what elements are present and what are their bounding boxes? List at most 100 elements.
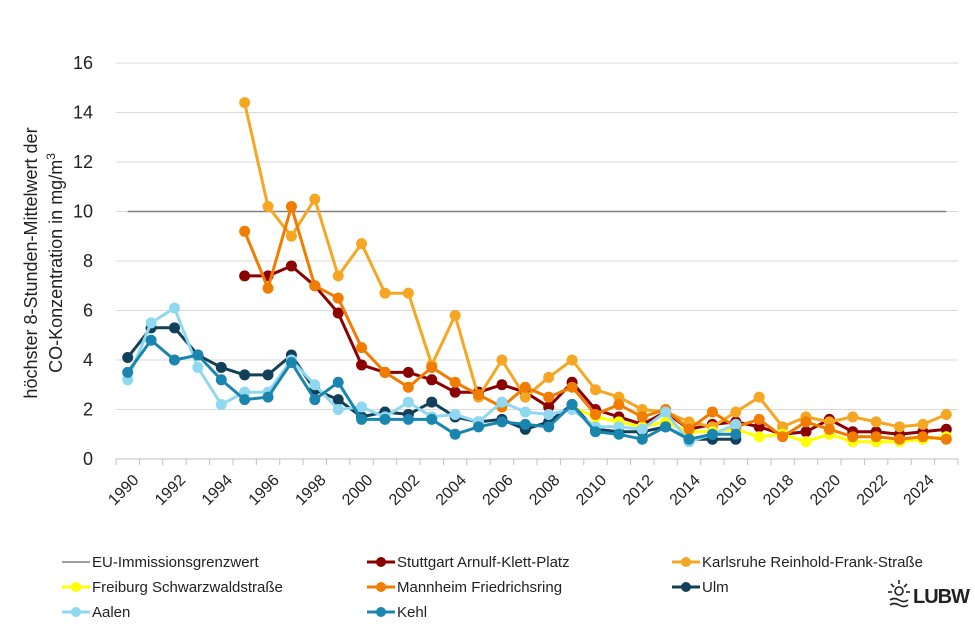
data-point — [613, 399, 625, 411]
data-point — [449, 408, 461, 420]
x-tick-label: 1998 — [292, 472, 329, 509]
legend-marker — [376, 607, 386, 617]
legend-item: Ulm — [672, 579, 729, 596]
data-point — [519, 418, 531, 430]
data-point — [613, 428, 625, 440]
x-tick-label: 2004 — [433, 472, 470, 509]
data-point — [145, 334, 157, 346]
data-point — [473, 389, 485, 401]
y-tick-label: 14 — [73, 103, 93, 123]
data-point — [496, 354, 508, 366]
data-point — [847, 431, 859, 443]
x-tick-label: 1992 — [152, 472, 189, 509]
data-point — [589, 426, 601, 438]
legend-label: Freiburg Schwarzwaldstraße — [92, 579, 283, 596]
lubw-logo: LUBW — [888, 580, 971, 608]
data-point — [496, 396, 508, 408]
y-tick-label: 12 — [73, 152, 93, 172]
legend-label: EU-Immissionsgrenzwert — [92, 554, 260, 571]
data-point — [496, 379, 508, 391]
data-point — [356, 401, 368, 413]
data-point — [777, 431, 789, 443]
data-point — [262, 282, 274, 294]
data-point — [706, 406, 718, 418]
y-tick-label: 16 — [73, 53, 93, 73]
data-point — [402, 413, 414, 425]
data-point — [730, 406, 742, 418]
data-point — [285, 230, 297, 242]
data-point — [730, 418, 742, 430]
x-axis: 1990 1992 1994 1996 1998 2000 2002 2004 2006 2008… — [105, 458, 959, 509]
y-axis-ticks: 0 2 4 6 8 10 12 14 16 — [73, 53, 93, 469]
legend-label: Aalen — [92, 604, 130, 621]
data-point — [449, 309, 461, 321]
x-tick-label: 2022 — [854, 472, 891, 509]
legend-label: Karlsruhe Reinhold-Frank-Straße — [702, 554, 923, 571]
data-point — [379, 366, 391, 378]
data-point — [379, 287, 391, 299]
data-point — [917, 418, 929, 430]
x-tick-label: 2010 — [573, 472, 610, 509]
data-point — [239, 369, 251, 381]
data-point — [285, 356, 297, 368]
data-point — [402, 381, 414, 393]
legend-label: Mannheim Friedrichsring — [397, 579, 562, 596]
data-point — [660, 406, 672, 418]
data-point — [215, 361, 227, 373]
legend-item: Freiburg Schwarzwaldstraße — [62, 579, 283, 596]
data-point — [519, 391, 531, 403]
x-tick-label: 2000 — [339, 472, 376, 509]
x-tick-label: 2012 — [620, 472, 657, 509]
data-point — [589, 408, 601, 420]
data-point — [683, 433, 695, 445]
data-point — [122, 352, 134, 364]
data-point — [402, 366, 414, 378]
data-point — [543, 371, 555, 383]
y-tick-label: 0 — [83, 449, 93, 469]
data-point — [402, 396, 414, 408]
data-point — [940, 408, 952, 420]
data-point — [940, 433, 952, 445]
data-point — [168, 322, 180, 334]
data-point — [753, 391, 765, 403]
data-point — [168, 302, 180, 314]
y-tick-label: 6 — [83, 301, 93, 321]
x-tick-label: 2016 — [713, 472, 750, 509]
data-point — [894, 433, 906, 445]
data-point — [309, 280, 321, 292]
data-point — [239, 225, 251, 237]
y-tick-label: 10 — [73, 202, 93, 222]
data-point — [800, 426, 812, 438]
x-tick-label: 2018 — [760, 472, 797, 509]
legend-label: Stuttgart Arnulf-Klett-Platz — [397, 554, 570, 571]
data-point — [262, 369, 274, 381]
data-point — [753, 413, 765, 425]
data-point — [870, 431, 882, 443]
data-point — [402, 287, 414, 299]
data-point — [239, 394, 251, 406]
data-point — [449, 386, 461, 398]
legend-marker — [71, 607, 81, 617]
legend-marker — [681, 582, 691, 592]
data-point — [122, 366, 134, 378]
data-point — [285, 201, 297, 213]
data-point — [636, 423, 648, 435]
legend-item: Stuttgart Arnulf-Klett-Platz — [367, 554, 570, 571]
data-point — [917, 431, 929, 443]
legend-label: Ulm — [702, 579, 729, 596]
legend-item: Karlsruhe Reinhold-Frank-Straße — [672, 554, 923, 571]
data-point — [847, 411, 859, 423]
data-point — [356, 359, 368, 371]
data-point — [145, 317, 157, 329]
logo-text: LUBW — [913, 586, 970, 608]
data-point — [566, 399, 578, 411]
data-point — [543, 391, 555, 403]
x-tick-label: 1994 — [199, 472, 236, 509]
data-point — [636, 411, 648, 423]
data-point — [543, 421, 555, 433]
data-point — [309, 379, 321, 391]
data-point — [800, 416, 812, 428]
data-point — [332, 404, 344, 415]
legend: EU-Immissionsgrenzwert Stuttgart Arnulf-K… — [62, 554, 923, 621]
